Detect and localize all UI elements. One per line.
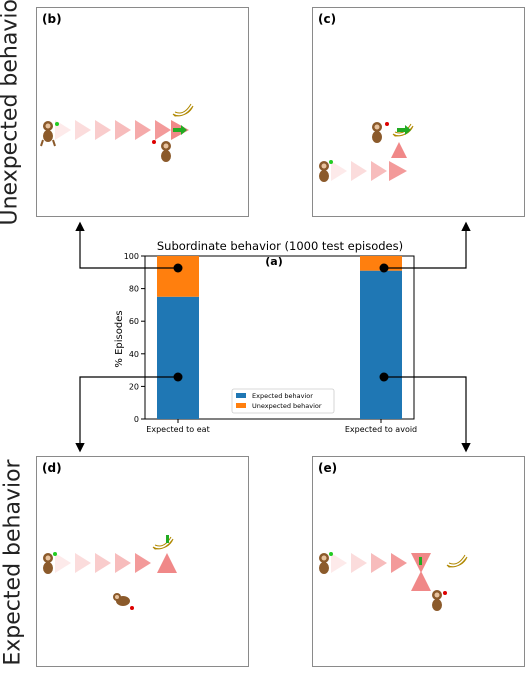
goal-dot (53, 552, 57, 556)
arrow-icon (419, 557, 422, 565)
subordinate-monkey-icon (372, 122, 382, 143)
arrow-icon (397, 125, 411, 135)
panel-b-scene (40, 103, 194, 162)
trail (331, 142, 407, 181)
banana-icon (172, 103, 194, 117)
arrow-to-panel-b (75, 221, 178, 269)
y-tick-label: 80 (129, 285, 139, 294)
y-tick-label: 100 (124, 252, 139, 261)
subordinate-dot (385, 122, 389, 126)
x-ticks: Expected to eat Expected to avoid (146, 419, 417, 434)
banana-icon (152, 536, 174, 550)
arrow-to-panel-c (384, 221, 471, 269)
banana-icon (446, 554, 468, 568)
x-tick-label: Expected to eat (146, 425, 209, 434)
subordinate-dot (443, 591, 447, 595)
trail (55, 553, 177, 573)
arrow-to-panel-d (75, 376, 178, 453)
arrow-icon (173, 125, 187, 135)
monkey-icon (319, 161, 329, 182)
trail (55, 120, 189, 140)
chart-title: Subordinate behavior (1000 test episodes… (157, 239, 403, 253)
y-tick-label: 0 (134, 415, 139, 424)
subordinate-monkey-icon (432, 590, 442, 611)
panel-e-label: (e) (318, 461, 338, 475)
legend: Expected behavior Unexpected behavior (231, 388, 335, 414)
subordinate-dot (130, 606, 134, 610)
goal-dot (55, 122, 59, 126)
legend-label-unexpected: Unexpected behavior (252, 402, 322, 410)
arrow-icon (166, 535, 169, 543)
connector-arrows (75, 221, 471, 453)
bar-unexpected-avoid (360, 256, 402, 271)
subordinate-monkey-icon (113, 593, 130, 606)
panel-b-label: (b) (42, 12, 62, 26)
panel-e-scene (319, 552, 468, 611)
panel-e: (e) (312, 456, 525, 667)
bar-expected-avoid (360, 270, 402, 419)
legend-swatch-unexpected (236, 403, 246, 408)
y-tick-label: 60 (129, 317, 139, 326)
subordinate-monkey-icon (161, 141, 171, 162)
y-ticks: 0 20 40 60 80 100 (124, 252, 145, 424)
panel-d: (d) (36, 456, 249, 667)
panel-c-label: (c) (318, 12, 337, 26)
legend-label-expected: Expected behavior (252, 392, 313, 400)
bar-unexpected-eat (157, 256, 199, 297)
y-tick-label: 40 (129, 350, 139, 359)
y-tick-label: 20 (129, 382, 139, 391)
panel-c: (c) (312, 7, 525, 217)
panel-d-scene (43, 535, 177, 610)
bar-expected-eat (157, 296, 199, 419)
panel-c-scene (319, 122, 414, 182)
monkey-icon (319, 553, 329, 574)
panel-d-label: (d) (42, 461, 62, 475)
monkey-icon (43, 553, 53, 574)
goal-dot (329, 552, 333, 556)
monkey-icon (40, 121, 56, 147)
panel-b: (b) (36, 7, 249, 217)
y-axis-label: % Episodes (114, 310, 125, 367)
x-tick-label: Expected to avoid (345, 425, 417, 434)
chart-panel-label: (a) (265, 255, 282, 268)
subordinate-dot (152, 140, 156, 144)
arrow-to-panel-e (384, 376, 471, 453)
plot-area (144, 255, 415, 420)
legend-swatch-expected (236, 393, 246, 398)
goal-dot (329, 160, 333, 164)
connector-dots (173, 263, 389, 382)
bars (157, 256, 402, 419)
